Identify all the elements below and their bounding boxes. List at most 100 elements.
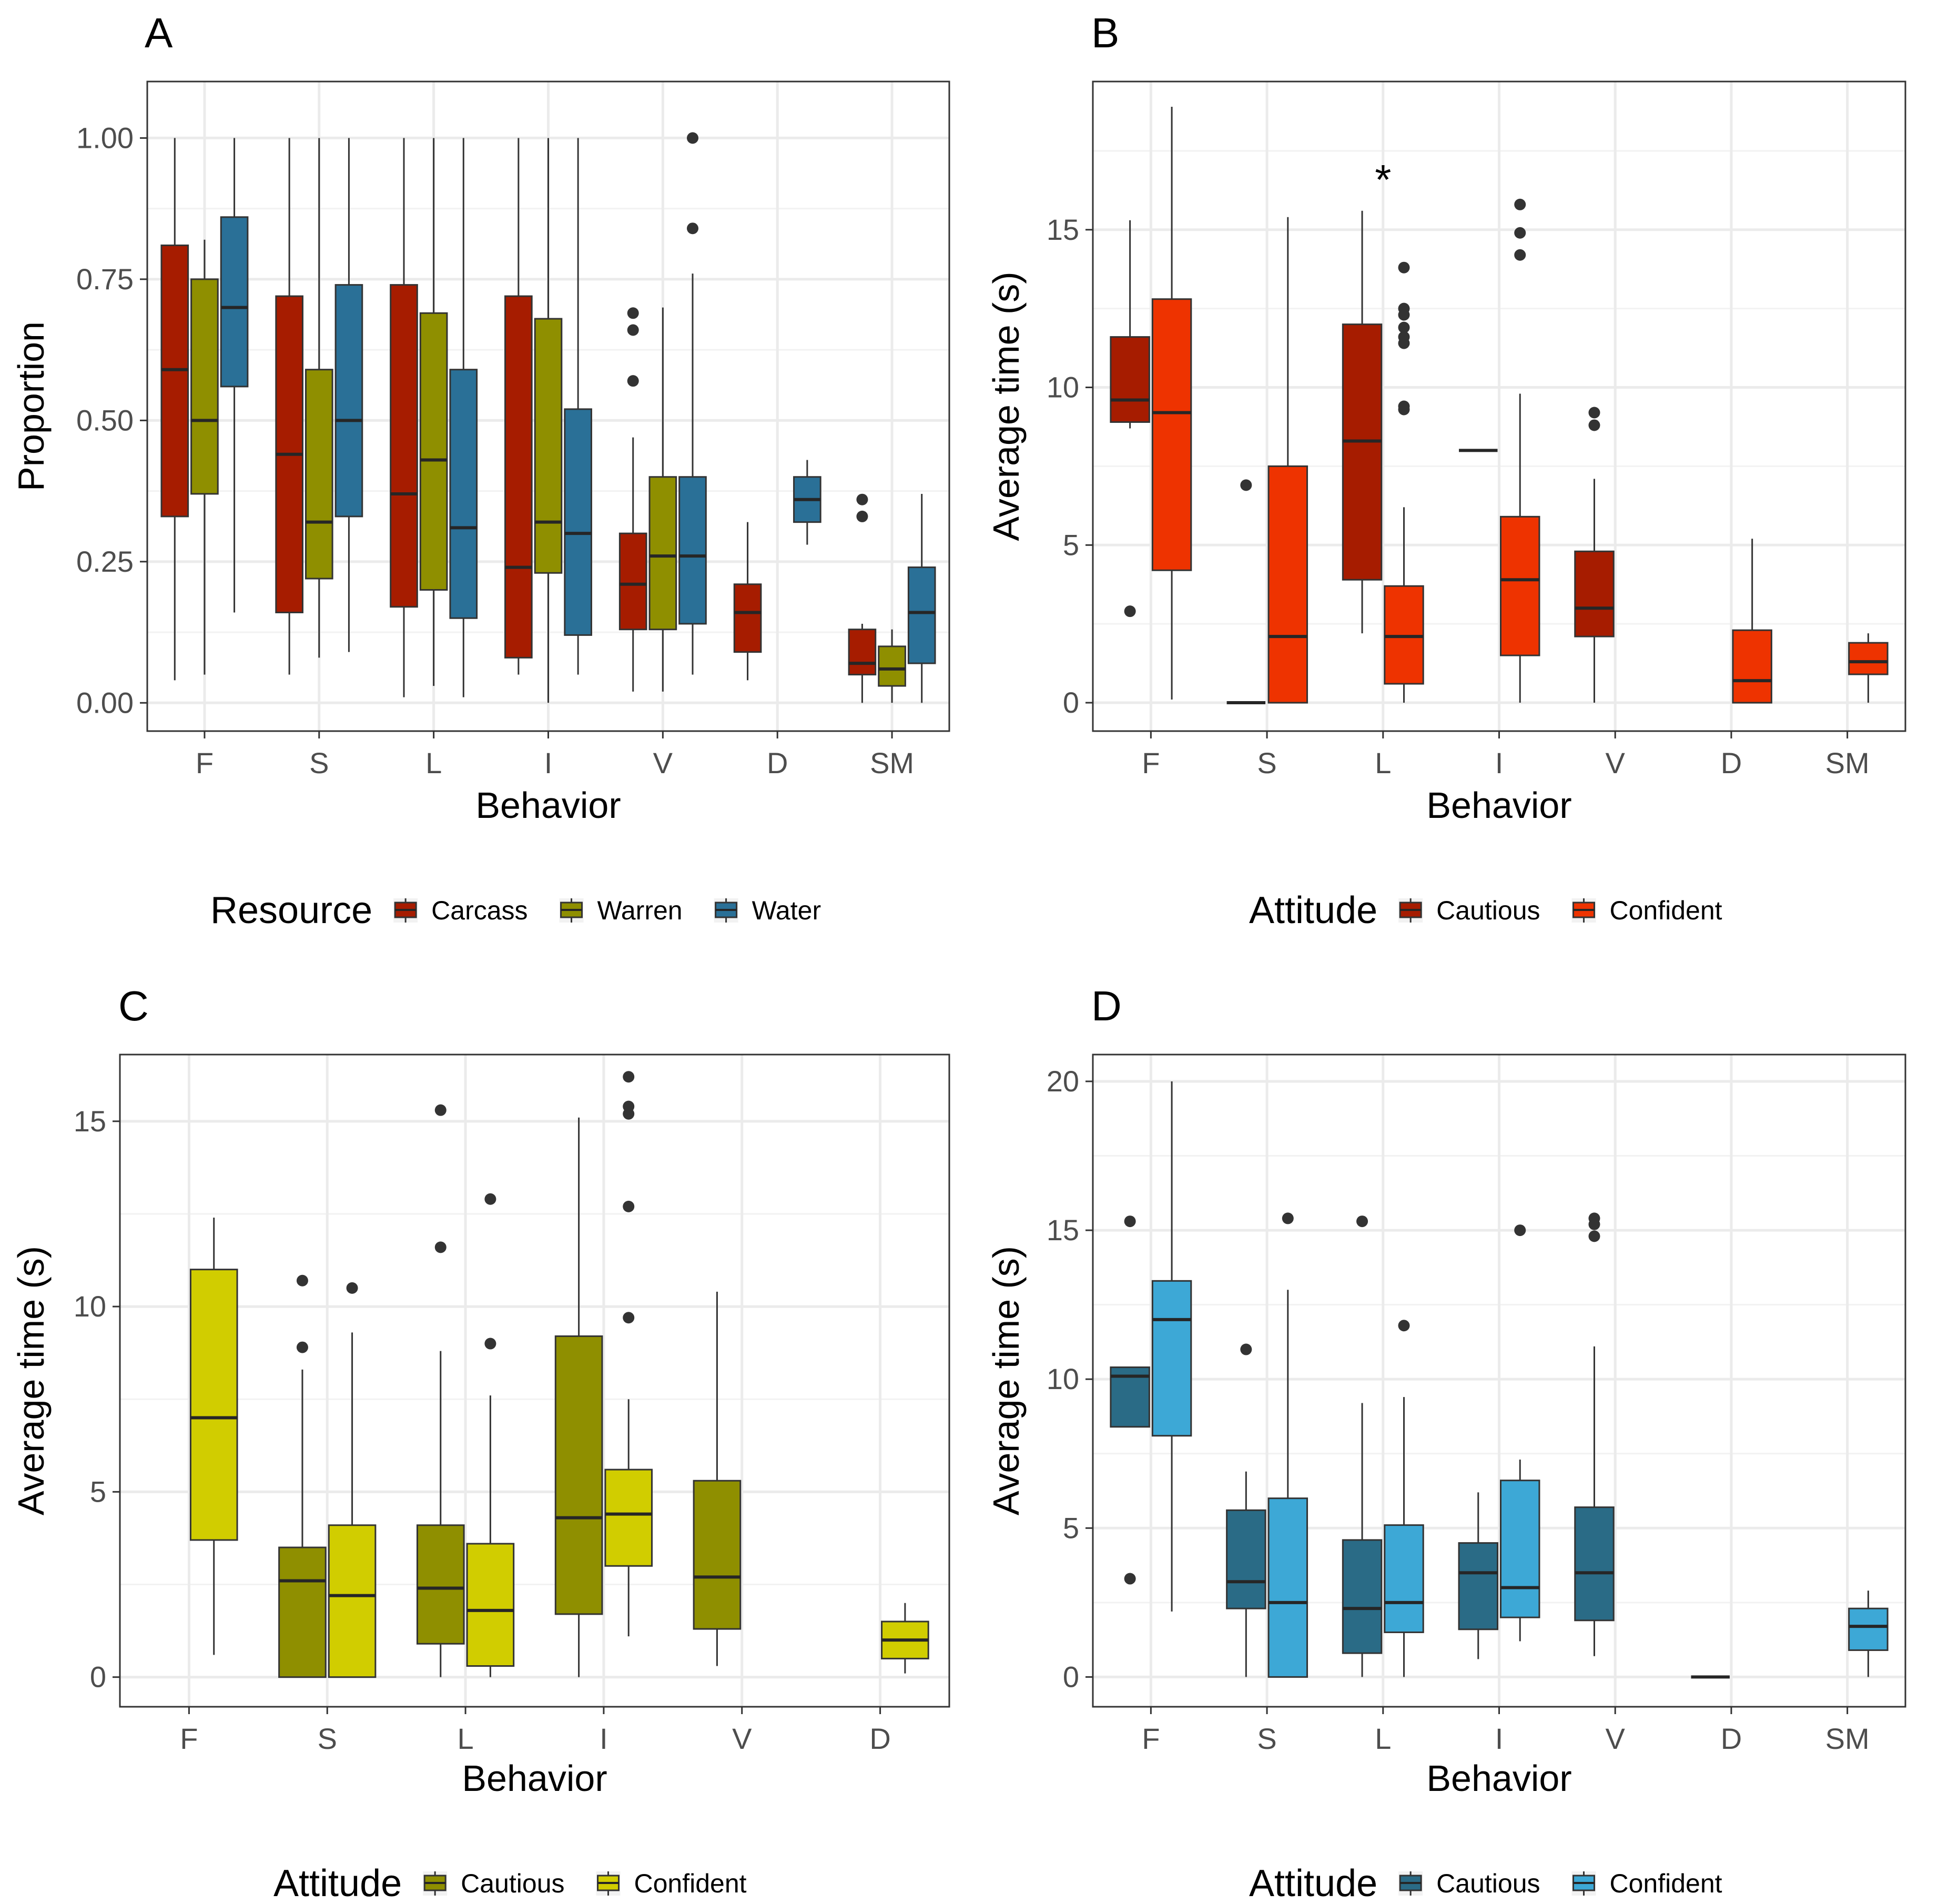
outlier-point — [1124, 605, 1136, 617]
outlier-point — [1514, 249, 1526, 261]
box-water-sm — [907, 493, 936, 703]
y-tick-label: 0.00 — [76, 686, 134, 719]
outlier-point — [296, 1274, 308, 1287]
outlier-point — [623, 1200, 635, 1212]
box-iqr — [618, 532, 647, 631]
box-carcass-v — [618, 307, 647, 692]
box-iqr — [449, 369, 478, 619]
outlier-point — [1124, 1573, 1136, 1585]
box-cautious-v — [693, 1291, 742, 1666]
y-tick-label: 10 — [1047, 1362, 1079, 1395]
legend-label: Cautious — [1436, 1869, 1540, 1898]
outlier-point — [1356, 1216, 1368, 1228]
legend-key-cautious — [423, 1871, 448, 1896]
box-iqr — [1342, 1539, 1383, 1654]
x-tick-label: S — [318, 1722, 337, 1755]
outlier-point — [1588, 1230, 1600, 1242]
outlier-point — [484, 1338, 496, 1350]
x-tick-label: SM — [870, 746, 914, 779]
x-tick-label: S — [1257, 1722, 1276, 1755]
box-cautious-f — [1110, 220, 1150, 617]
legend: Attitude Cautious Confident — [273, 1862, 747, 1904]
box-cautious-i — [554, 1117, 603, 1677]
y-axis-title: Proportion — [11, 321, 52, 491]
box-iqr — [848, 629, 877, 676]
x-tick-label: I — [1495, 746, 1504, 779]
legend-key-cautious — [1398, 898, 1423, 923]
outlier-point — [623, 1071, 635, 1083]
x-tick-label: L — [458, 1722, 474, 1755]
x-tick-label: V — [1606, 746, 1626, 779]
box-iqr — [160, 244, 189, 518]
y-axis-title: Average time (s) — [986, 271, 1027, 541]
x-tick-label: S — [1257, 746, 1276, 779]
outlier-point — [1282, 1212, 1294, 1224]
box-cautious-l — [1342, 1216, 1383, 1677]
box-confident-f — [1151, 106, 1192, 700]
box-iqr — [693, 1480, 742, 1630]
box-iqr — [1574, 550, 1615, 637]
legend-key-confident — [1571, 898, 1596, 923]
legend-key-carcass — [393, 898, 418, 923]
x-tick-label: S — [309, 746, 329, 779]
y-tick-label: 5 — [1063, 528, 1079, 561]
legend-key-water — [714, 898, 738, 923]
box-iqr — [564, 408, 592, 636]
box-iqr — [678, 476, 707, 625]
box-iqr — [534, 318, 563, 574]
x-tick-label: V — [1606, 1722, 1626, 1755]
legend-title: Attitude — [1249, 889, 1377, 931]
box-confident-sm — [1848, 633, 1889, 703]
box-water-v — [678, 132, 707, 675]
y-tick-label: 0 — [90, 1660, 106, 1694]
legend: Attitude Cautious Confident — [1249, 1862, 1722, 1904]
box-warren-f — [190, 239, 219, 675]
x-tick-label: F — [1142, 746, 1160, 779]
box-warren-l — [419, 138, 448, 686]
x-tick-label: L — [1375, 1722, 1391, 1755]
outlier-point — [1398, 261, 1410, 274]
panel-letter: A — [145, 9, 173, 56]
legend-label: Confident — [1610, 896, 1722, 925]
x-tick-label: I — [544, 746, 553, 779]
box-water-f — [220, 138, 249, 613]
box-iqr — [1384, 1524, 1424, 1633]
outlier-point — [296, 1341, 308, 1353]
box-confident-sm — [1848, 1591, 1889, 1677]
outlier-point — [1398, 1320, 1410, 1332]
box-iqr — [466, 1543, 515, 1667]
box-iqr — [1574, 1506, 1615, 1622]
box-warren-i — [534, 138, 563, 703]
y-axis-title: Average time (s) — [11, 1246, 52, 1515]
legend-title: Resource — [210, 889, 372, 931]
y-axis-title: Average time (s) — [986, 1246, 1027, 1515]
box-iqr — [1458, 1542, 1499, 1630]
legend-title: Attitude — [1249, 1862, 1377, 1904]
box-iqr — [416, 1524, 465, 1645]
box-confident-f — [189, 1218, 238, 1655]
plot-background — [120, 1055, 949, 1707]
x-axis-title: Behavior — [475, 785, 621, 826]
box-iqr — [189, 1269, 238, 1541]
box-iqr — [504, 295, 533, 659]
outlier-point — [1514, 198, 1526, 210]
outlier-point — [1240, 1343, 1252, 1355]
box-iqr — [419, 312, 448, 591]
legend-label: Warren — [597, 896, 683, 925]
box-iqr — [220, 216, 249, 388]
box-iqr — [733, 583, 762, 653]
y-tick-label: 5 — [90, 1475, 106, 1508]
y-tick-label: 5 — [1063, 1511, 1079, 1544]
y-tick-label: 10 — [74, 1290, 106, 1323]
box-carcass-i — [504, 138, 533, 675]
outlier-point — [623, 1312, 635, 1324]
box-water-i — [564, 138, 592, 675]
box-iqr — [328, 1524, 377, 1678]
box-warren-v — [648, 307, 677, 692]
box-iqr — [1848, 1607, 1889, 1651]
x-tick-label: V — [732, 1722, 752, 1755]
box-confident-i — [1500, 198, 1540, 703]
x-tick-label: D — [869, 1722, 890, 1755]
box-carcass-sm — [848, 493, 877, 703]
